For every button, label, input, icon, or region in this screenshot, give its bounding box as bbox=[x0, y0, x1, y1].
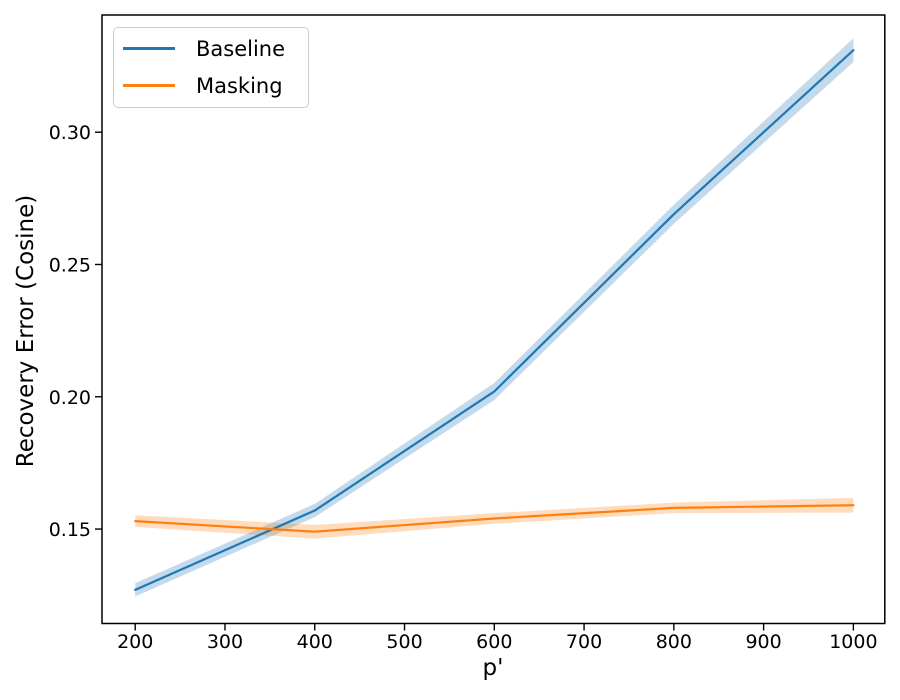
x-tick-label: 600 bbox=[476, 631, 512, 653]
baseline-line-swatch bbox=[123, 47, 175, 50]
x-tick-label: 1000 bbox=[829, 631, 877, 653]
masking-series-line bbox=[134, 504, 855, 533]
axes-spines bbox=[101, 14, 886, 625]
x-tick-label: 400 bbox=[297, 631, 333, 653]
legend-entry-masking: Masking bbox=[114, 67, 308, 104]
x-tick-label: 300 bbox=[207, 631, 243, 653]
legend-label-baseline: Baseline bbox=[196, 36, 286, 61]
y-tick-label: 0.25 bbox=[49, 254, 91, 276]
x-tick-label: 200 bbox=[117, 631, 153, 653]
y-tick-label: 0.15 bbox=[49, 519, 91, 541]
legend-entry-baseline: Baseline bbox=[114, 30, 308, 67]
baseline-series-line bbox=[134, 49, 855, 592]
x-axis-label: p' bbox=[482, 655, 504, 681]
x-tick-label: 800 bbox=[656, 631, 692, 653]
y-axis-label: Recovery Error (Cosine) bbox=[13, 194, 39, 468]
legend-label-masking: Masking bbox=[196, 73, 283, 98]
x-tick-label: 700 bbox=[566, 631, 602, 653]
x-tick-label: 900 bbox=[745, 631, 781, 653]
y-tick-label: 0.30 bbox=[49, 122, 91, 144]
masking-line-swatch bbox=[123, 84, 175, 87]
legend: Baseline Masking bbox=[113, 27, 309, 108]
x-tick-label: 500 bbox=[386, 631, 422, 653]
y-tick-label: 0.20 bbox=[49, 387, 91, 409]
